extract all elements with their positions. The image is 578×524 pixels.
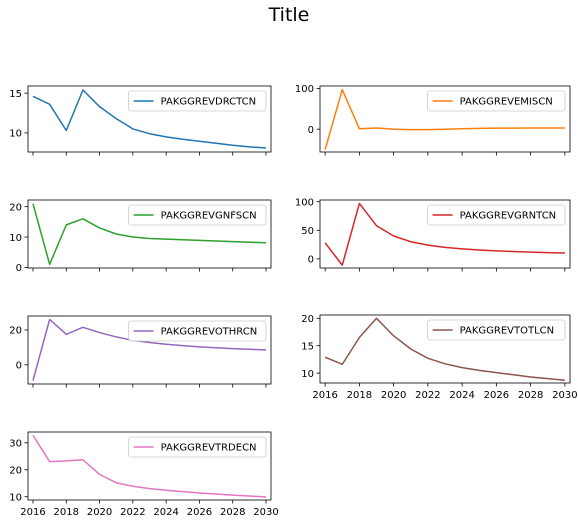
y-tick-label: 20: [9, 326, 22, 337]
y-tick-label: 50: [301, 226, 314, 237]
legend-box: [427, 90, 566, 112]
x-tick-label: 2026: [187, 507, 212, 518]
legend-box: [427, 204, 566, 226]
legend: PAKGGREVTOTLCN: [427, 319, 566, 341]
x-tick-label: 2026: [484, 390, 509, 401]
subplot-6: 10 15 20 2016 2018 2020 2022 2024 2026 2028 2030 PA…: [301, 314, 577, 401]
y-tick-label: 10: [9, 233, 22, 244]
x-tick-label: 2018: [347, 390, 372, 401]
legend-label: PAKGGREVEMISCN: [460, 97, 553, 108]
series-line-pakggrevgnfscn: [32, 203, 267, 266]
y-tick-label: 30: [9, 439, 22, 450]
axes-frame: [27, 315, 272, 385]
x-tick-label: 2016: [312, 390, 337, 401]
legend-label: PAKGGREVGRNTCN: [460, 211, 557, 222]
x-tick-label: 2030: [253, 507, 278, 518]
y-tick-label: 0: [308, 125, 314, 136]
x-tick-label: 2028: [220, 507, 245, 518]
x-tick-label: 2024: [449, 390, 474, 401]
legend-box: [128, 90, 267, 112]
subplot-2: 0 100 PAKGGREVEMISCN: [295, 84, 571, 156]
y-tick-label: 10: [301, 369, 314, 380]
y-tick-label: 0: [16, 263, 22, 274]
axes-frame: [319, 314, 571, 384]
y-tick-label: 0: [16, 361, 22, 372]
x-tick-label: 2018: [54, 507, 79, 518]
legend-box: [128, 320, 267, 342]
legend-box: [128, 204, 267, 226]
y-tick-label: 15: [301, 342, 314, 353]
subplot-4: 0 50 100 PAKGGREVGRNTCN: [295, 198, 571, 272]
legend-label: PAKGGREVDRCTCN: [161, 97, 257, 108]
y-tick-label: 15: [9, 89, 22, 100]
legend-label: PAKGGREVOTHRCN: [161, 327, 258, 338]
series-line-pakggrevtrdecn: [32, 434, 267, 498]
axes-frame: [319, 199, 571, 269]
axes-frame: [319, 85, 571, 153]
axes-frame: [27, 85, 272, 153]
subplot-1: 10 15 PAKGGREVDRCTCN: [9, 85, 272, 156]
x-tick-label: 2020: [87, 507, 112, 518]
y-tick-label: 10: [9, 493, 22, 504]
legend-box: [427, 319, 566, 341]
series-line-pakggrevtotlcn: [324, 317, 565, 382]
subplot-3: 0 10 20 PAKGGREVGNFSCN: [9, 199, 272, 274]
y-tick-label: 10: [9, 129, 22, 140]
x-tick-label: 2022: [415, 390, 440, 401]
axes-frame: [27, 431, 272, 501]
x-tick-label: 2016: [20, 507, 45, 518]
x-tick-label: 2030: [552, 390, 577, 401]
y-tick-label: 0: [308, 255, 314, 266]
legend: PAKGGREVGNFSCN: [128, 204, 267, 226]
figure-title: Title: [268, 4, 310, 26]
x-tick-label: 2022: [120, 507, 145, 518]
y-tick-label: 20: [301, 314, 314, 325]
axes-frame: [27, 199, 272, 269]
legend: PAKGGREVDRCTCN: [128, 90, 267, 112]
y-tick-label: 20: [9, 202, 22, 213]
legend: PAKGGREVEMISCN: [427, 90, 566, 112]
legend-label: PAKGGREVGNFSCN: [161, 211, 257, 222]
legend: PAKGGREVTRDECN: [128, 436, 267, 458]
series-line-pakggrevgrntcn: [324, 202, 565, 266]
legend: PAKGGREVGRNTCN: [427, 204, 566, 226]
x-tick-label: 2024: [153, 507, 178, 518]
x-tick-label: 2020: [381, 390, 406, 401]
series-line-pakggrevdrctcn: [32, 89, 267, 149]
legend: PAKGGREVOTHRCN: [128, 320, 267, 342]
y-tick-label: 100: [295, 198, 314, 209]
subplot-5: 0 20 PAKGGREVOTHRCN: [9, 315, 272, 388]
series-line-pakggrevemiscn: [324, 88, 565, 150]
legend-box: [128, 436, 267, 458]
series-line-pakggrevothrcn: [32, 318, 267, 381]
legend-label: PAKGGREVTOTLCN: [460, 326, 555, 337]
legend-label: PAKGGREVTRDECN: [161, 443, 257, 454]
x-tick-label: 2028: [518, 390, 543, 401]
y-tick-label: 100: [295, 84, 314, 95]
y-tick-label: 20: [9, 466, 22, 477]
